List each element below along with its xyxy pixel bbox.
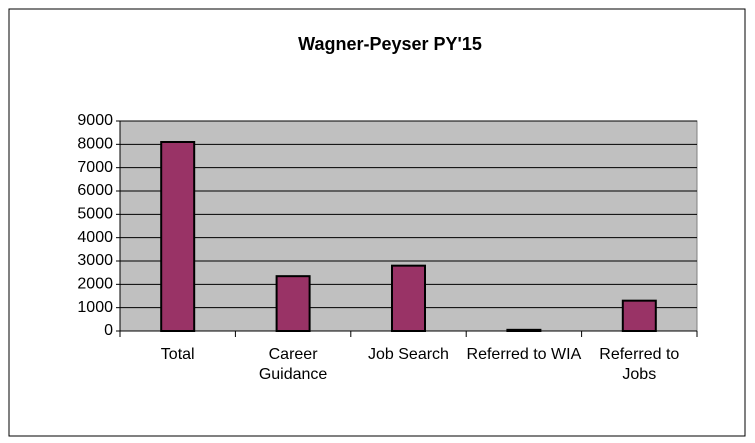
chart-title: Wagner-Peyser PY'15: [298, 34, 482, 54]
x-tick-label: Job Search: [368, 346, 449, 363]
y-tick-label: 3000: [77, 252, 113, 269]
y-tick-label: 4000: [77, 229, 113, 246]
x-tick-label: Referred to WIA: [466, 346, 582, 363]
y-tick-label: 1000: [77, 299, 113, 316]
y-tick-label: 8000: [77, 136, 113, 153]
y-tick-label: 2000: [77, 276, 113, 293]
bar: [160, 141, 196, 332]
y-tick-label: 6000: [77, 182, 113, 199]
y-tick-label: 5000: [77, 206, 113, 223]
x-tick-label: Total: [160, 346, 195, 363]
bar: [275, 275, 311, 332]
bar: [391, 264, 426, 332]
y-tick-label: 9000: [77, 112, 113, 129]
bar: [621, 299, 657, 332]
x-tick-label: Career Guidance: [258, 346, 328, 383]
x-tick-label: Referred to Jobs: [599, 346, 680, 383]
y-tick-label: 7000: [77, 159, 113, 176]
y-tick-label: 0: [104, 322, 113, 339]
bar: [506, 328, 542, 333]
